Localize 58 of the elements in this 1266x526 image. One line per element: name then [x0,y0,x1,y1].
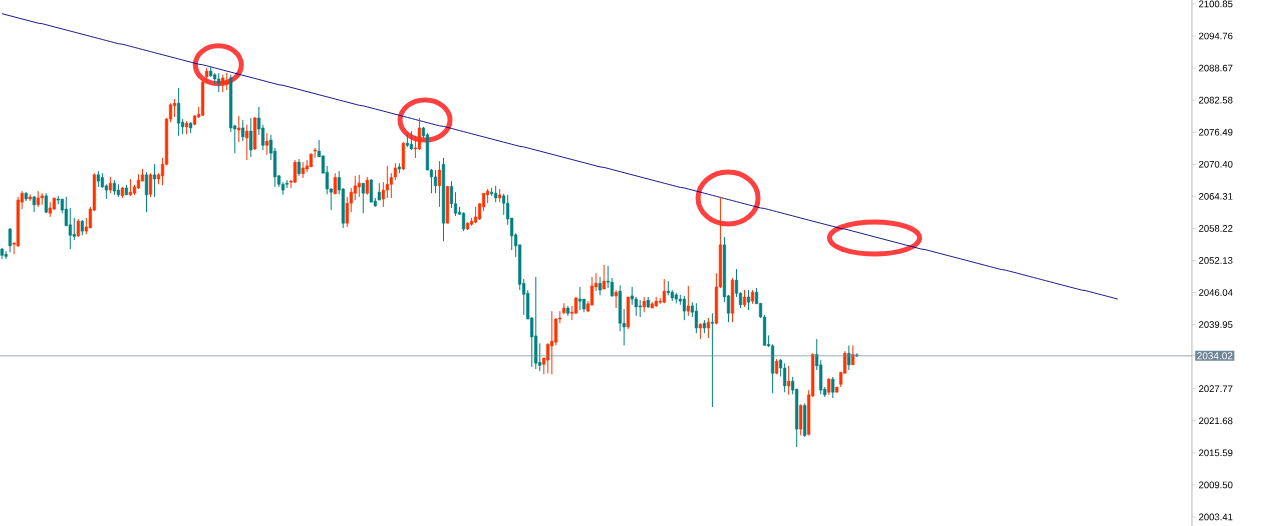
y-tick-label: 2015.59 [1199,449,1233,457]
y-tick-label: 2070.40 [1199,160,1233,168]
y-tick-label: 2088.67 [1199,64,1233,72]
y-tick-label: 2003.41 [1199,513,1233,521]
candlestick [152,163,157,198]
candlestick [369,178,373,203]
candlestick [550,310,554,375]
y-tick-label: 2009.50 [1199,481,1233,489]
ref-line-label: 2034.02 [1197,352,1233,360]
candlestick [301,161,305,179]
candlestick [265,132,269,156]
candlestick [345,196,349,228]
candlestick [630,286,634,306]
candlestick [710,312,714,408]
y-tick-label: 2082.58 [1199,96,1233,104]
candlestick [217,72,221,93]
y-tick-label: 2058.22 [1199,225,1233,232]
candlestick [245,124,249,161]
candlestick [237,115,241,143]
candlestick [241,119,245,142]
candlestick [462,211,466,232]
y-tick-label: 2094.76 [1199,32,1233,40]
candlestick [148,172,153,198]
candlestick [68,207,72,250]
candlestick [598,276,602,296]
candlestick [361,182,365,214]
candlestick [578,286,582,311]
candlestick [694,302,698,334]
candlestick [8,227,12,253]
y-tick-label: 2039.95 [1199,321,1233,328]
candlestick [433,169,438,194]
candlestick [381,181,385,208]
candlestick [36,190,40,208]
candlestick [783,362,787,393]
candlestick [144,171,149,213]
y-tick-label: 2046.04 [1199,289,1233,296]
candlestick [614,289,618,309]
y-tick-label: 2021.68 [1199,417,1233,425]
y-tick-label: 2076.49 [1199,128,1233,136]
candlestick [787,365,791,396]
candlestick [357,174,361,198]
candlestick [831,376,835,399]
candlestick [682,295,686,321]
candlestick [177,87,181,137]
y-tick-label: 2064.31 [1199,192,1233,200]
candlestick [799,403,803,436]
candlestick [706,317,710,339]
candlestick [847,344,851,371]
candlestick [686,285,690,317]
candlestick [249,117,253,158]
candlestick [851,344,855,366]
candlestick [437,160,442,208]
candlestick [662,278,666,304]
candlestick [602,264,606,290]
y-tick-label: 2052.13 [1199,257,1233,264]
candlestick [4,250,8,260]
y-tick-label: 2027.77 [1199,385,1233,393]
y-tick-label: 2100.85 [1199,0,1233,8]
